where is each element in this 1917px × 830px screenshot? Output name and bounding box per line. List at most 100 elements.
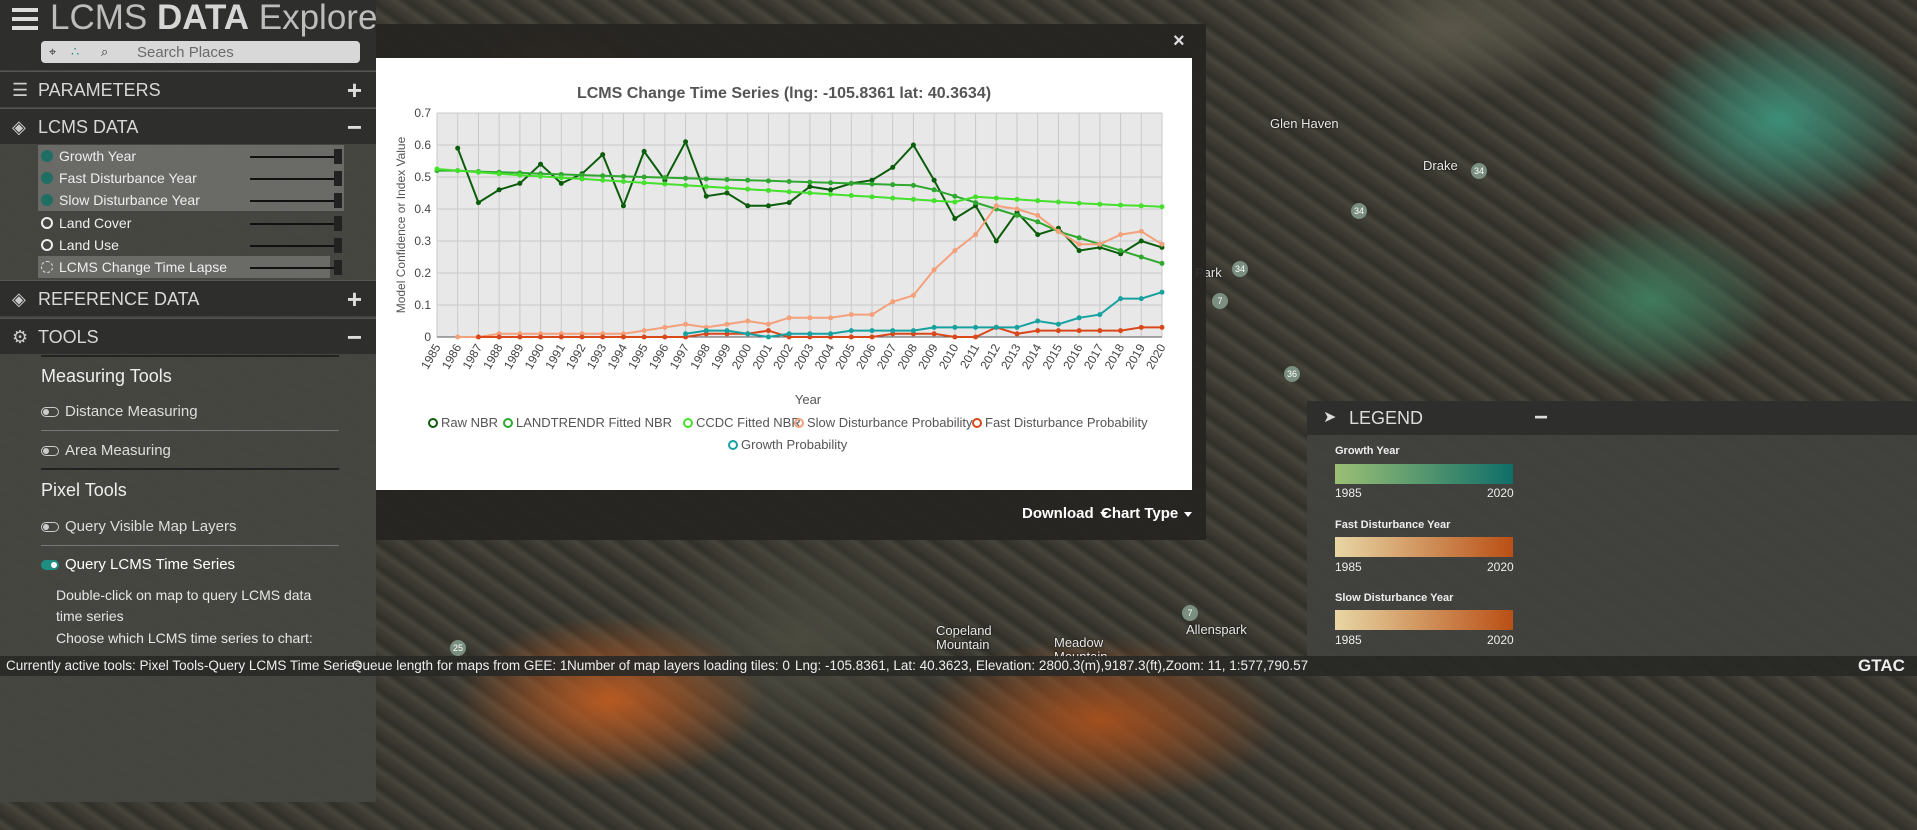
opacity-slider[interactable] <box>250 178 340 180</box>
toggle-off-icon[interactable] <box>41 446 59 457</box>
data-point-ccdc-fitted-nbr <box>869 194 875 200</box>
pixel-tools-heading: Pixel Tools <box>41 480 127 500</box>
toggle-off-icon[interactable] <box>41 407 59 418</box>
opacity-slider[interactable] <box>250 156 340 158</box>
collapse-icon[interactable]: − <box>346 112 362 142</box>
download-button[interactable]: Download <box>1022 505 1108 522</box>
data-point-ccdc-fitted-nbr <box>455 168 461 174</box>
tool-label: Query Visible Map Layers <box>65 518 237 535</box>
legend-label-slow-disturbance-probability[interactable]: Slow Disturbance Probability <box>807 415 973 430</box>
toggle-off-icon[interactable] <box>41 522 59 533</box>
data-point-growth-probability <box>1118 296 1124 302</box>
layer-item-fast-disturbance-year[interactable]: Fast Disturbance Year <box>38 167 344 189</box>
opacity-slider-handle[interactable] <box>334 149 342 164</box>
opacity-slider-handle[interactable] <box>334 238 342 253</box>
x-tick-label: 1998 <box>687 341 713 371</box>
data-point-landtrendr-fitted-nbr <box>662 175 668 181</box>
opacity-slider[interactable] <box>250 267 340 269</box>
opacity-slider-handle[interactable] <box>334 216 342 231</box>
layer-item-land-cover[interactable]: Land Cover <box>38 212 344 234</box>
menu-icon[interactable] <box>12 8 38 30</box>
area-measuring-toggle[interactable]: Area Measuring <box>41 442 171 459</box>
legend-label-fast-disturbance-probability[interactable]: Fast Disturbance Probability <box>985 415 1148 430</box>
data-point-raw-nbr <box>828 187 834 193</box>
layer-visibility-toggle[interactable] <box>41 217 53 229</box>
collapse-icon[interactable]: − <box>1534 404 1549 431</box>
y-tick-label: 0 <box>424 330 431 344</box>
data-point-ccdc-fitted-nbr <box>662 181 668 187</box>
tool-description: Double-click on map to query LCMS data t… <box>56 587 312 624</box>
data-point-fast-disturbance-probability <box>1055 328 1061 334</box>
series-line-growth-probability <box>685 291 1163 339</box>
search-icon[interactable]: ⌕ <box>101 44 109 59</box>
data-point-slow-disturbance-probability <box>993 203 999 209</box>
series-line-fast-disturbance-probability <box>478 326 1162 338</box>
legend-item-title: Fast Disturbance Year <box>1335 519 1451 531</box>
legend-marker-slow-disturbance-probability <box>794 418 804 428</box>
measuring-tools-heading: Measuring Tools <box>41 366 172 386</box>
opacity-slider-handle[interactable] <box>334 193 342 208</box>
layer-item-land-use[interactable]: Land Use <box>38 234 344 256</box>
data-point-fast-disturbance-probability <box>538 334 544 340</box>
data-point-ccdc-fitted-nbr <box>1076 200 1082 206</box>
x-tick-label: 2018 <box>1102 341 1128 371</box>
x-tick-label: 2000 <box>729 341 755 371</box>
section-title: LCMS DATA <box>38 117 139 137</box>
queue-status: Queue length for maps from GEE: 1 <box>352 658 568 673</box>
opacity-slider-handle[interactable] <box>334 260 342 275</box>
series-line-ccdc-fitted-nbr <box>436 168 1163 208</box>
data-point-slow-disturbance-probability <box>890 299 896 305</box>
ramp-min-label: 1985 <box>1335 486 1362 500</box>
legend-header[interactable]: ➤ LEGEND − <box>1307 401 1917 435</box>
x-tick-label: 2013 <box>998 341 1024 371</box>
lcms-data-header[interactable]: ◈ LCMS DATA − <box>0 108 376 144</box>
layer-visibility-toggle[interactable] <box>41 172 53 184</box>
opacity-slider[interactable] <box>250 223 340 225</box>
x-tick-label: 1988 <box>480 341 506 371</box>
data-point-growth-probability <box>828 331 834 337</box>
layer-item-growth-year[interactable]: Growth Year <box>38 145 344 167</box>
query-lcms-time-series-toggle[interactable]: Query LCMS Time Series <box>41 556 235 573</box>
query-visible-layers-toggle[interactable]: Query Visible Map Layers <box>41 518 236 535</box>
collapse-icon[interactable]: − <box>346 322 362 352</box>
data-point-raw-nbr <box>1138 238 1144 244</box>
distance-measuring-toggle[interactable]: Distance Measuring <box>41 403 198 420</box>
data-point-ccdc-fitted-nbr <box>890 195 896 201</box>
data-point-raw-nbr <box>786 200 792 206</box>
opacity-slider-handle[interactable] <box>334 171 342 186</box>
expand-icon[interactable]: + <box>346 284 362 314</box>
legend-label-growth-probability[interactable]: Growth Probability <box>741 437 848 452</box>
opacity-slider[interactable] <box>250 245 340 247</box>
layer-item-slow-disturbance-year[interactable]: Slow Disturbance Year <box>38 189 344 211</box>
search-bar: ⌖ ∴ ⌕ <box>41 41 360 63</box>
data-point-raw-nbr <box>910 142 916 148</box>
legend-label-landtrendr-fitted-nbr[interactable]: LANDTRENDR Fitted NBR <box>516 415 672 430</box>
expand-icon[interactable]: + <box>346 75 362 105</box>
coordinates-readout: Lng: -105.8361, Lat: 40.3623, Elevation:… <box>795 658 1309 673</box>
data-point-ccdc-fitted-nbr <box>1118 202 1124 208</box>
layer-visibility-toggle[interactable] <box>41 150 53 162</box>
legend-label-raw-nbr[interactable]: Raw NBR <box>441 415 498 430</box>
layer-visibility-toggle[interactable] <box>41 239 53 251</box>
data-point-ccdc-fitted-nbr <box>993 195 999 201</box>
data-point-ccdc-fitted-nbr <box>558 175 564 181</box>
data-point-raw-nbr <box>952 216 958 222</box>
reference-data-header[interactable]: ◈ REFERENCE DATA + <box>0 280 376 316</box>
layer-item-change-time-lapse[interactable]: LCMS Change Time Lapse <box>38 256 342 278</box>
map-marker-icon[interactable]: ⌖ <box>49 44 57 59</box>
layer-visibility-toggle[interactable] <box>41 194 53 206</box>
toggle-on-icon[interactable] <box>41 560 59 571</box>
legend-label-ccdc-fitted-nbr[interactable]: CCDC Fitted NBR <box>696 415 801 430</box>
close-icon[interactable]: × <box>1173 30 1185 52</box>
x-tick-label: 2001 <box>750 341 776 371</box>
search-input[interactable] <box>137 42 352 62</box>
parameters-header[interactable]: ☰ PARAMETERS + <box>0 71 376 107</box>
data-point-ccdc-fitted-nbr <box>973 194 979 200</box>
section-title: PARAMETERS <box>38 80 161 100</box>
tools-header[interactable]: ⚙ TOOLS − <box>0 318 376 354</box>
chart-type-button[interactable]: Chart Type <box>1101 505 1193 522</box>
share-icon[interactable]: ∴ <box>71 44 80 59</box>
gear-icon: ⚙ <box>12 327 29 347</box>
tool-label: Distance Measuring <box>65 403 198 420</box>
opacity-slider[interactable] <box>250 200 340 202</box>
